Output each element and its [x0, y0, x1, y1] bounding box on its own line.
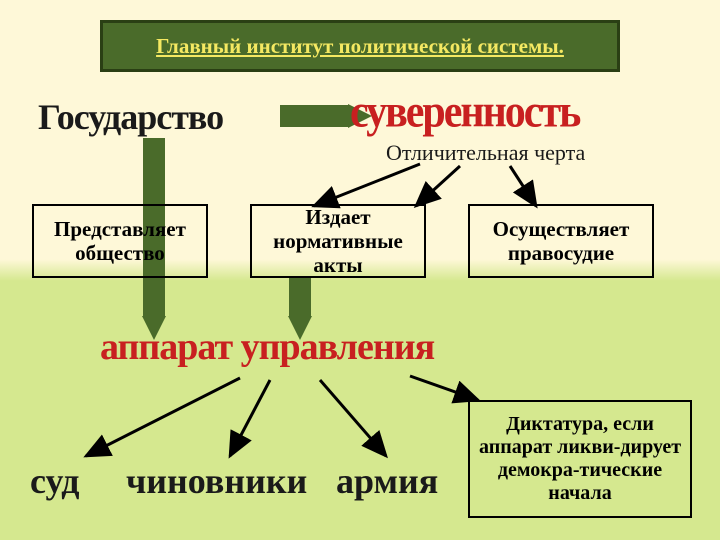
box-justice: Осуществляет правосудие — [468, 204, 654, 278]
dictatorship-box: Диктатура, если аппарат ликви-дирует дем… — [468, 400, 692, 518]
court-label: суд — [30, 460, 79, 502]
title-text: Главный институт политической системы. — [156, 34, 564, 59]
army-label: армия — [336, 460, 438, 502]
box-represents-society: Представляет общество — [32, 204, 208, 278]
title-box: Главный институт политической системы. — [100, 20, 620, 72]
apparatus-label: аппарат управления — [100, 325, 434, 369]
feature-label: Отличительная черта — [386, 140, 585, 166]
box-normative-acts: Издает нормативные акты — [250, 204, 426, 278]
state-label: Государство — [38, 96, 223, 138]
sovereignty-label: суверенность — [350, 86, 579, 139]
box3-text: Осуществляет правосудие — [476, 217, 646, 265]
dictatorship-text: Диктатура, если аппарат ликви-дирует дем… — [476, 413, 684, 505]
box2-text: Издает нормативные акты — [258, 205, 418, 277]
officials-label: чиновники — [126, 460, 307, 502]
box1-text: Представляет общество — [40, 217, 200, 265]
